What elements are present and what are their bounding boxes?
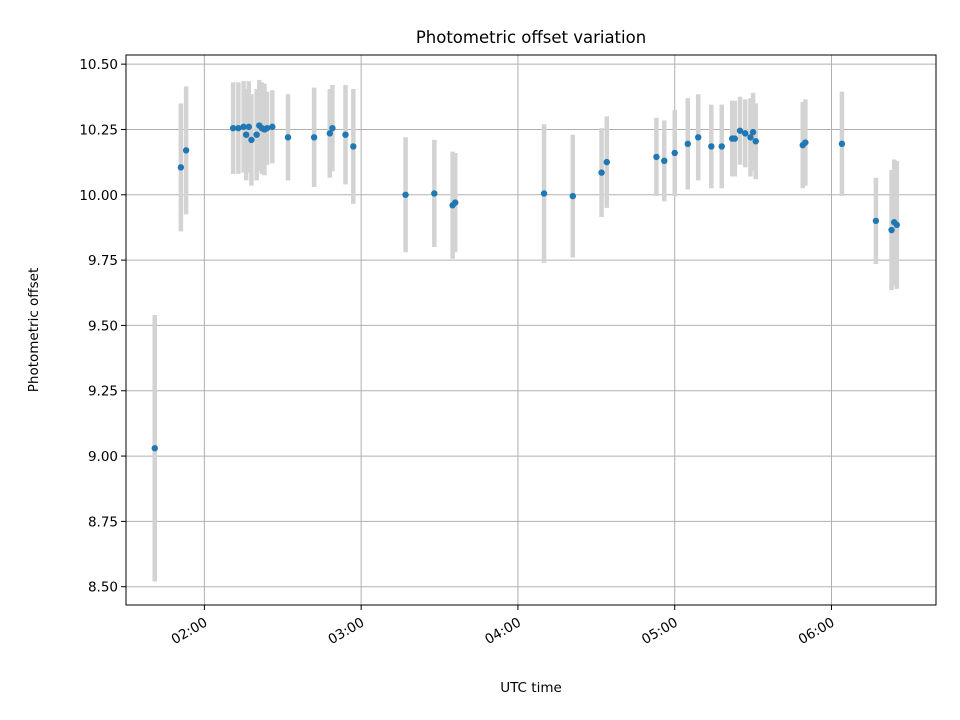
data-point <box>671 149 678 157</box>
data-point <box>872 217 880 225</box>
data-point <box>598 169 605 176</box>
data-point <box>326 130 334 137</box>
data-point <box>151 445 158 452</box>
y-axis-ticks: 8.50 8.75 9.00 9.25 9.50 9.75 10.00 10.25 10.50 <box>79 57 126 596</box>
data-point <box>661 157 668 165</box>
y-tick-label: 10.25 <box>79 122 118 138</box>
data-point <box>718 143 725 150</box>
data-point <box>263 124 271 132</box>
y-tick-label: 9.75 <box>88 253 118 269</box>
data-point <box>350 143 357 150</box>
data-point <box>253 131 260 138</box>
data-point <box>452 199 459 206</box>
data-point <box>888 226 895 234</box>
data-point <box>802 139 809 146</box>
data-point <box>695 134 702 141</box>
data-point <box>229 124 237 132</box>
data-point <box>284 134 292 141</box>
data-point <box>248 136 255 144</box>
plot-frame <box>125 54 937 606</box>
y-axis-label: Photometric offset <box>26 268 42 392</box>
data-point <box>752 138 759 145</box>
data-point <box>431 190 438 197</box>
y-tick-label: 9.50 <box>88 318 118 334</box>
data-points <box>151 122 901 452</box>
data-point <box>242 131 250 138</box>
x-axis-label: UTC time <box>500 680 562 696</box>
data-point <box>182 147 190 154</box>
data-point <box>245 123 253 131</box>
chart-title: Photometric offset variation <box>416 28 646 47</box>
data-point <box>838 140 846 148</box>
y-tick-label: 9.25 <box>88 384 118 400</box>
data-point <box>747 134 754 141</box>
y-tick-label: 10.00 <box>79 188 118 204</box>
data-point <box>235 124 242 132</box>
y-tick-label: 8.50 <box>88 580 118 596</box>
data-point <box>240 123 247 131</box>
data-point <box>540 190 548 197</box>
data-point <box>684 140 691 148</box>
data-point <box>402 191 409 198</box>
data-point <box>269 123 276 131</box>
data-point <box>731 135 739 142</box>
data-point <box>749 128 757 136</box>
data-point <box>603 158 610 166</box>
data-point <box>736 127 744 134</box>
data-point <box>329 124 336 132</box>
data-point <box>342 131 349 138</box>
data-point <box>893 221 901 229</box>
data-point <box>310 134 318 141</box>
data-point <box>569 192 577 200</box>
y-tick-label: 8.75 <box>88 514 118 530</box>
data-point <box>708 143 715 150</box>
data-point <box>653 153 660 161</box>
data-point <box>177 164 185 171</box>
y-tick-label: 10.50 <box>79 57 118 73</box>
y-tick-label: 9.00 <box>88 449 118 465</box>
data-point <box>742 130 749 137</box>
